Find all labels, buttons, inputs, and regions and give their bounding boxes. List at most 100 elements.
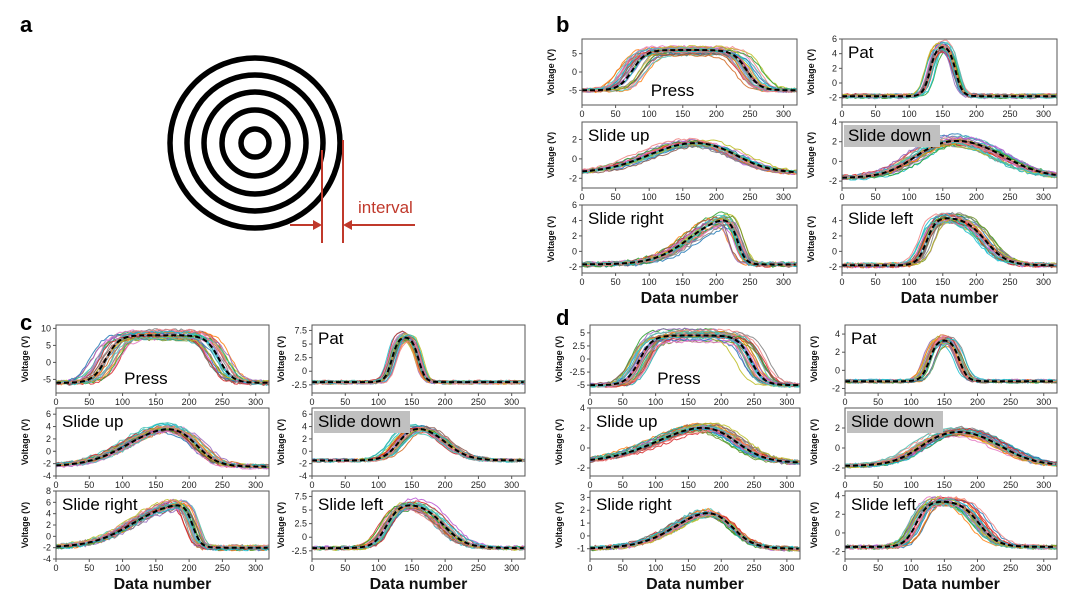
panel-letter-b: b	[556, 12, 569, 37]
subplot-c-slide-down-ytick-label: 6	[302, 409, 307, 419]
subplot-d-slide-right-traces	[590, 507, 800, 552]
subplot-b-slide-up-xtick-label: 250	[742, 192, 757, 202]
subplot-b-slide-left-ytick-label: 0	[832, 246, 837, 256]
subplot-d-press-xtick-label: 100	[648, 397, 663, 407]
subplot-b-pat-trace-24	[842, 48, 1057, 97]
subplot-c-slide-down-ytick-label: 2	[302, 434, 307, 444]
subplot-d-press-trace-25	[590, 335, 800, 388]
subplot-b-pat-xtick-label: 300	[1036, 109, 1051, 119]
subplot-b-pat-mean-curve	[842, 46, 1056, 98]
subplot-c-slide-left-trace-6	[312, 507, 525, 551]
subplot-b-slide-down-ytick-label: 4	[832, 117, 837, 127]
subplot-b-slide-down-ytick-label: -2	[829, 176, 837, 186]
subplot-b-slide-down-xtick-label: 250	[1002, 192, 1017, 202]
subplot-c-slide-down-gesture-title: Slide down	[318, 412, 401, 431]
subplot-c-press-xtick-label: 100	[115, 397, 130, 407]
subplot-c-slide-left-gesture-title: Slide left	[318, 495, 383, 514]
subplot-b-pat-xtick-label: 100	[902, 109, 917, 119]
subplot-d-slide-left-xtick-label: 200	[970, 563, 985, 573]
subplot-d-slide-down-frame	[844, 407, 1058, 477]
subplot-b-slide-up-xtick-label: 300	[776, 192, 791, 202]
subplot-b-press-xtick-label: 200	[709, 109, 724, 119]
subplot-b-slide-down-ytick-label: 2	[832, 137, 837, 147]
subplot-c-slide-left-ylabel: Voltage (V)	[276, 502, 286, 548]
subplot-b-slide-left-ytick-label: 2	[832, 231, 837, 241]
subplot-d-slide-left-ytick-label: -2	[832, 547, 840, 557]
subplot-c-pat-ylabel: Voltage (V)	[276, 336, 286, 382]
subplot-d-slide-right-xtick-label: 50	[618, 563, 628, 573]
subplot-c-slide-left-ytick-label: 7.5	[294, 491, 307, 501]
subplot-c-slide-right-xtick-label: 0	[53, 563, 58, 573]
subplot-b-slide-right-gesture-title: Slide right	[588, 209, 664, 228]
subplot-d-pat-mean-curve	[845, 339, 1056, 383]
subplot-b-slide-right-xtick-label: 200	[709, 277, 724, 287]
subplot-b-slide-down-title-bg	[844, 125, 940, 147]
subplot-c-slide-right-ylabel: Voltage (V)	[20, 502, 30, 548]
ring-1	[238, 126, 272, 160]
subplot-d-slide-down-xtick-label: 50	[873, 480, 883, 490]
subplot-c-press-ytick-label: 0	[46, 357, 51, 367]
subplot-d-slide-right-xtick-label: 200	[714, 563, 729, 573]
subplot-b-slide-right-xtick-label: 150	[675, 277, 690, 287]
subplot-c-slide-left-xtick-label: 150	[404, 563, 419, 573]
subplot-d-slide-left-ytick-label: 0	[835, 528, 840, 538]
subplot-c-pat-xtick-label: 300	[504, 397, 519, 407]
subplot-c-slide-down-trace-26	[312, 430, 525, 463]
subplot-d-pat-xtick-label: 150	[937, 397, 952, 407]
subplot-b-slide-left-xtick-label: 200	[969, 277, 984, 287]
subplot-b-slide-right-xlabel: Data number	[641, 290, 739, 307]
subplot-c-pat-xtick-label: 50	[340, 397, 350, 407]
subplot-c-slide-left-ytick-label: 5	[302, 505, 307, 515]
subplot-b-slide-left-trace-9	[842, 221, 1057, 267]
subplot-b-press-trace-28	[582, 50, 797, 93]
subplot-c-slide-down-trace-15	[312, 430, 525, 462]
subplot-b-slide-left-trace-7	[842, 220, 1057, 268]
subplot-c-pat-ytick-label: 0	[302, 366, 307, 376]
subplot-d-press-ytick-label: 0	[580, 354, 585, 364]
subplot-b-press-ylabel: Voltage (V)	[546, 49, 556, 95]
subplot-d-slide-down-ytick-label: 2	[835, 423, 840, 433]
subplot-b-slide-up-xtick-label: 0	[579, 192, 584, 202]
subplot-d-slide-left-xtick-label: 250	[1003, 563, 1018, 573]
subplot-c-slide-up-ytick-label: -2	[43, 459, 51, 469]
subplot-d-slide-left-mean-curve	[845, 500, 1056, 548]
subplot-d-pat-gesture-title: Pat	[851, 329, 877, 348]
subplot-c-press-xtick-label: 50	[84, 397, 94, 407]
subplot-c-slide-down-trace-21	[312, 429, 525, 463]
subplot-d-press-xtick-label: 200	[714, 397, 729, 407]
subplot-c-pat-ytick-label: 7.5	[294, 325, 307, 335]
subplot-b-slide-left-xtick-label: 50	[871, 277, 881, 287]
subplot-d-slide-down-mean-curve	[845, 431, 1056, 467]
subplot-d-slide-left-xtick-label: 150	[937, 563, 952, 573]
subplot-c-slide-right-gesture-title: Slide right	[62, 495, 138, 514]
subplot-d-slide-up-ytick-label: -2	[577, 463, 585, 473]
subplot-b-slide-down-xtick-label: 300	[1036, 192, 1051, 202]
interval-annotation	[290, 140, 415, 243]
subplot-c-slide-left-trace-5	[312, 507, 525, 550]
subplot-d-press-xtick-label: 300	[779, 397, 794, 407]
subplot-d-press-gesture-title: Press	[657, 369, 700, 388]
subplot-c-slide-down-frame	[311, 407, 526, 477]
interval-arrow-right-head	[343, 220, 352, 230]
subplot-d-slide-up-xtick-label: 0	[587, 480, 592, 490]
subplot-d-pat-ytick-label: 4	[835, 329, 840, 339]
subplot-b-pat-gesture-title: Pat	[848, 43, 874, 62]
subplot-c-slide-left-xtick-label: 0	[309, 563, 314, 573]
subplot-c-slide-down-ytick-label: 4	[302, 422, 307, 432]
subplot-d-slide-right-xtick-label: 250	[747, 563, 762, 573]
subplot-d-slide-down-ytick-label: 0	[835, 443, 840, 453]
subplot-c-slide-right-xtick-label: 250	[215, 563, 230, 573]
subplot-b-press-xtick-label: 150	[675, 109, 690, 119]
subplot-d-slide-left-xtick-label: 0	[842, 563, 847, 573]
subplot-b-pat-ytick-label: -2	[829, 93, 837, 103]
subplot-b-slide-down-xtick-label: 100	[902, 192, 917, 202]
subplot-c-slide-right-ytick-label: 4	[46, 509, 51, 519]
subplot-b-slide-left-trace-27	[842, 220, 1057, 267]
subplot-b-press-xtick-label: 50	[611, 109, 621, 119]
subplot-d-slide-up-xtick-label: 250	[747, 480, 762, 490]
subplot-b-slide-right-trace-4	[582, 221, 797, 269]
subplot-b-press-xtick-label: 300	[776, 109, 791, 119]
